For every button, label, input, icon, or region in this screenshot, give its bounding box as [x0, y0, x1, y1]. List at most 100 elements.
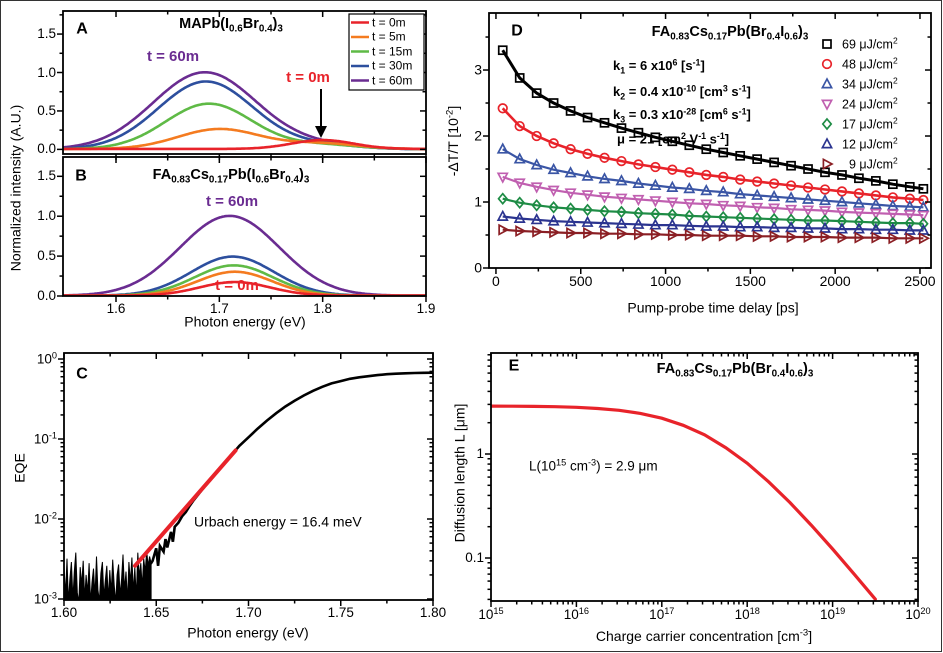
panel-d-17-j-cm--marker [514, 196, 526, 209]
panel-d-series [496, 45, 931, 245]
panel-d-9-j-cm--marker [837, 231, 849, 244]
panel-d-34-j-cm--marker [513, 152, 526, 164]
panel-d-24-j-cm--marker [734, 201, 747, 213]
panel-e-border [490, 352, 919, 602]
panel-d-12-j-cm--marker [917, 223, 930, 235]
panel-d-12-j-cm--marker [530, 213, 543, 225]
panel-d-9-j-cm--marker [600, 227, 612, 240]
panel-d-34-j-cm--marker [802, 192, 815, 204]
panel-d-9-j-cm--marker [918, 232, 931, 245]
panel-d-12-j-cm--marker [802, 221, 815, 233]
panel-d-34-j-cm--marker [496, 142, 509, 154]
panel-d-24-j-cm--marker [802, 205, 815, 217]
panel-d-9-j-cm--marker [549, 226, 561, 239]
panel-d-34-j-cm--marker [751, 188, 764, 200]
panel-d-12-j-cm--marker [683, 218, 696, 231]
panel-d-69-j-cm--fit-line [501, 49, 924, 191]
panel-d-48-j-cm--marker [752, 176, 763, 187]
panel-d-24-j-cm--marker [683, 198, 696, 211]
panel-d-34-j-cm--marker [818, 193, 832, 206]
panel-d-9-j-cm--marker [718, 229, 731, 242]
panel-d-48-j-cm--marker [819, 184, 831, 195]
panel-d-24-j-cm--marker [581, 190, 594, 202]
panel-d-24-j-cm--marker [852, 208, 865, 220]
panel-d-9-j-cm--marker [583, 227, 595, 240]
panel-d-48-j-cm--marker [650, 161, 661, 173]
panel-d-69-j-cm--marker [701, 144, 712, 155]
panel-d-34-j-cm--marker [717, 185, 730, 197]
panel-e-diffusion-length [491, 404, 877, 601]
panel-d-48-j-cm--marker [802, 182, 814, 193]
panel-b-ticks [57, 157, 427, 302]
panel-d-17-j-cm--marker [616, 205, 627, 219]
panel-d-34-j-cm--marker [666, 180, 679, 192]
panel-d-17-j-cm--marker [887, 216, 899, 230]
panel-d-34-j-cm--marker [649, 178, 662, 190]
panel-d-12-j-cm--marker [666, 218, 679, 230]
panel-d-9-j-cm--marker [803, 230, 815, 244]
panel-d-17-j-cm--marker [582, 203, 593, 217]
panel-d-48-j-cm--fit-line [501, 107, 924, 202]
panel-d-48-j-cm--marker [785, 180, 797, 191]
panel-d-69-j-cm--marker [735, 150, 746, 161]
panel-d-34-j-cm--marker [564, 166, 577, 178]
panel-d-34-j-cm--marker [785, 191, 798, 203]
panel-d-9-j-cm--marker [566, 227, 578, 240]
panel-c-series [64, 371, 433, 600]
panel-d-17-j-cm--marker [497, 192, 509, 206]
panel-d-17-j-cm--marker [565, 202, 576, 215]
panel-d-24-j-cm--marker [649, 196, 662, 208]
panel-d-24-j-cm--marker [496, 172, 509, 184]
legend-marker-icon [821, 117, 833, 131]
panel-d-border [488, 12, 932, 269]
panel-d-9-j-cm--marker [650, 228, 663, 241]
panel-b-t-60m-curve [63, 214, 426, 296]
panel-d-34-j-cm--marker [632, 176, 645, 188]
panel-d-24-j-cm--marker [547, 185, 560, 197]
panel-d-69-j-cm--marker [803, 164, 813, 174]
legend-marker-icon [820, 99, 834, 111]
panel-d-24-j-cm--marker [598, 192, 611, 204]
panel-d-24-j-cm--marker [632, 194, 645, 207]
panel-d-12-j-cm--marker [768, 220, 781, 233]
panel-d-9-j-cm--marker [498, 223, 510, 236]
panel-c-border [63, 352, 434, 601]
panel-d-48-j-cm--marker [633, 159, 644, 170]
panel-d-9-j-cm--marker [752, 230, 764, 243]
panel-c-urbach-fit [133, 448, 238, 568]
panel-d-24-j-cm--marker [530, 182, 543, 194]
panel-d-12-j-cm--marker [632, 217, 645, 229]
panel-d-12-j-cm--marker [835, 222, 848, 234]
panel-d-69-j-cm--marker [684, 140, 695, 151]
panel-d-34-j-cm--marker [734, 187, 747, 199]
panel-d-9-j-cm--marker [854, 231, 866, 244]
panel-d-9-j-cm--marker [617, 227, 629, 240]
panel-c-eqe-noise [64, 550, 152, 600]
panel-d-69-j-cm--marker [599, 117, 610, 128]
panel-d-9-j-cm--marker [684, 228, 697, 242]
panel-d-24-j-cm--marker [886, 209, 899, 221]
panel-d-12-j-cm--marker [734, 220, 747, 232]
panel-d-12-j-cm--marker [581, 215, 594, 227]
panel-d-17-j-cm--fit-line [502, 197, 924, 225]
panel-d-48-j-cm--marker [918, 194, 929, 206]
legend-marker-icon [822, 39, 832, 49]
legend-marker-icon [822, 157, 834, 171]
panel-c-eqe-curve [149, 371, 433, 566]
panel-d-17-j-cm--marker [904, 216, 916, 230]
panel-d-69-j-cm--marker [837, 170, 847, 180]
panel-e-ticks [485, 353, 919, 607]
panel-d-ticks [483, 13, 931, 274]
panel-d-34-j-cm--marker [768, 189, 781, 202]
panel-d-48-j-cm--marker [531, 130, 542, 142]
panel-d-12-j-cm--marker [852, 222, 865, 234]
panel-d-12-j-cm--marker [700, 219, 713, 231]
panel-d-9-j-cm--marker [786, 230, 798, 244]
panel-d-69-j-cm--marker [918, 183, 929, 194]
panel-d-48-j-cm--marker [548, 138, 559, 149]
panel-d-69-j-cm--marker [904, 181, 915, 192]
panel-d-34-j-cm--marker [598, 172, 611, 184]
panel-d-17-j-cm--marker [802, 214, 814, 227]
